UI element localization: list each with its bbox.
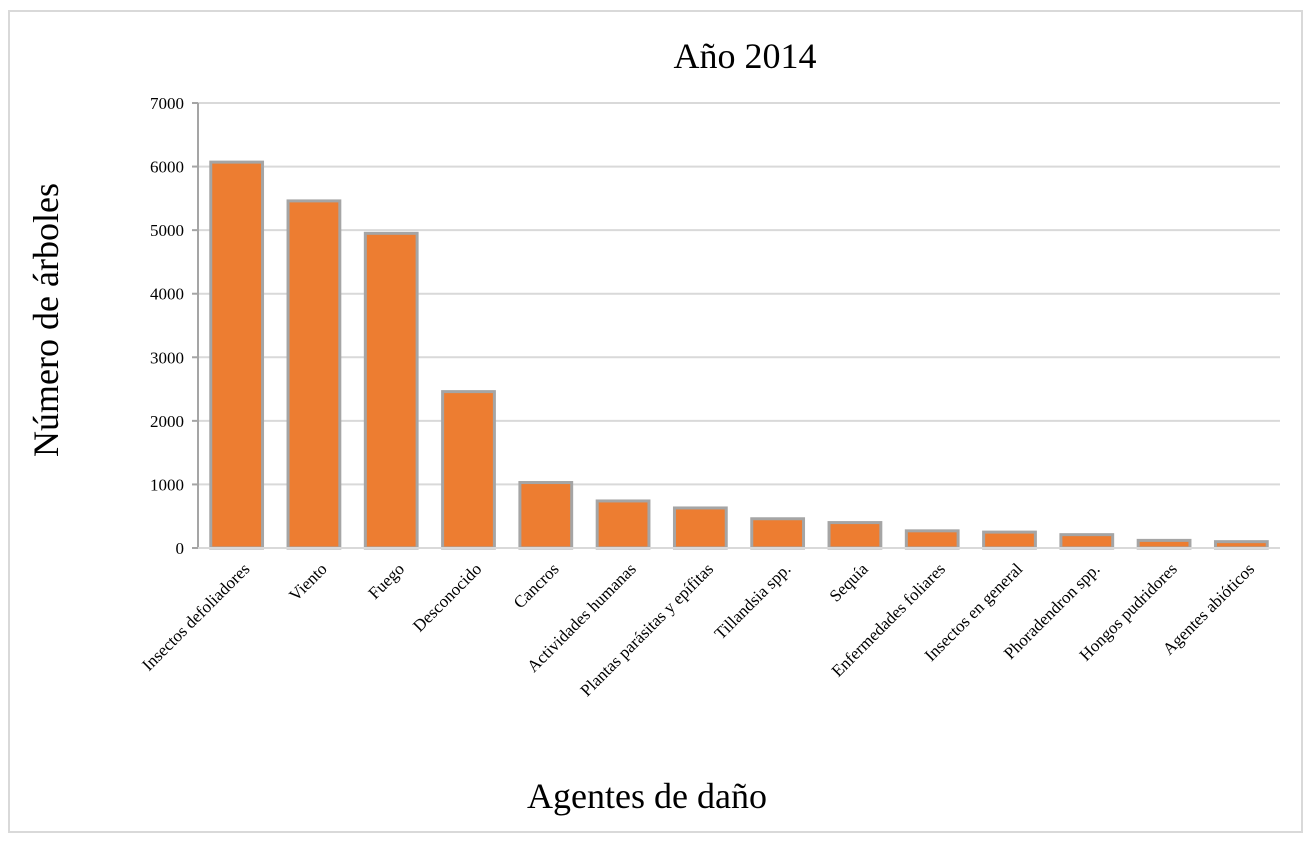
y-tick-label: 1000 — [150, 475, 184, 494]
y-tick-labels: 0 1000 2000 3000 4000 5000 6000 7000 — [150, 94, 184, 558]
y-axis-title: Número de árboles — [26, 183, 66, 457]
x-tick-label: Insectos defoliadores — [138, 559, 253, 674]
bar — [441, 390, 496, 550]
bar — [1136, 538, 1192, 550]
bar — [982, 530, 1037, 550]
bar — [750, 517, 806, 550]
bar — [363, 231, 419, 550]
bar — [518, 481, 574, 550]
bar — [1059, 533, 1115, 550]
y-tick-label: 0 — [176, 539, 185, 558]
bar — [209, 160, 265, 550]
bar — [904, 529, 960, 550]
x-axis-title: Agentes de daño — [527, 776, 767, 816]
y-tick-label: 7000 — [150, 94, 184, 113]
x-tick-label: Viento — [285, 559, 330, 604]
bars — [209, 160, 1269, 550]
bar — [827, 521, 883, 550]
x-tick-label: Sequía — [826, 559, 872, 605]
x-tick-label: Cancros — [510, 559, 563, 612]
x-tick-label: Tillandsia spp. — [711, 559, 795, 643]
axes — [192, 102, 1280, 549]
y-tick-label: 6000 — [150, 158, 184, 177]
x-tick-label: Fuego — [365, 559, 408, 602]
chart-title: Año 2014 — [674, 36, 817, 76]
y-tick-label: 2000 — [150, 412, 184, 431]
gridlines — [198, 102, 1280, 486]
x-tick-label: Desconocido — [409, 559, 485, 635]
bar — [286, 199, 342, 550]
y-tick-label: 5000 — [150, 221, 184, 240]
x-tick-label: Plantas parásitas y epífitas — [577, 559, 718, 700]
bar — [595, 499, 651, 550]
x-tick-labels: Insectos defoliadores Viento Fuego Desconoc… — [138, 559, 1258, 700]
bar — [672, 506, 728, 550]
y-tick-label: 3000 — [150, 348, 184, 367]
y-tick-label: 4000 — [150, 285, 184, 304]
